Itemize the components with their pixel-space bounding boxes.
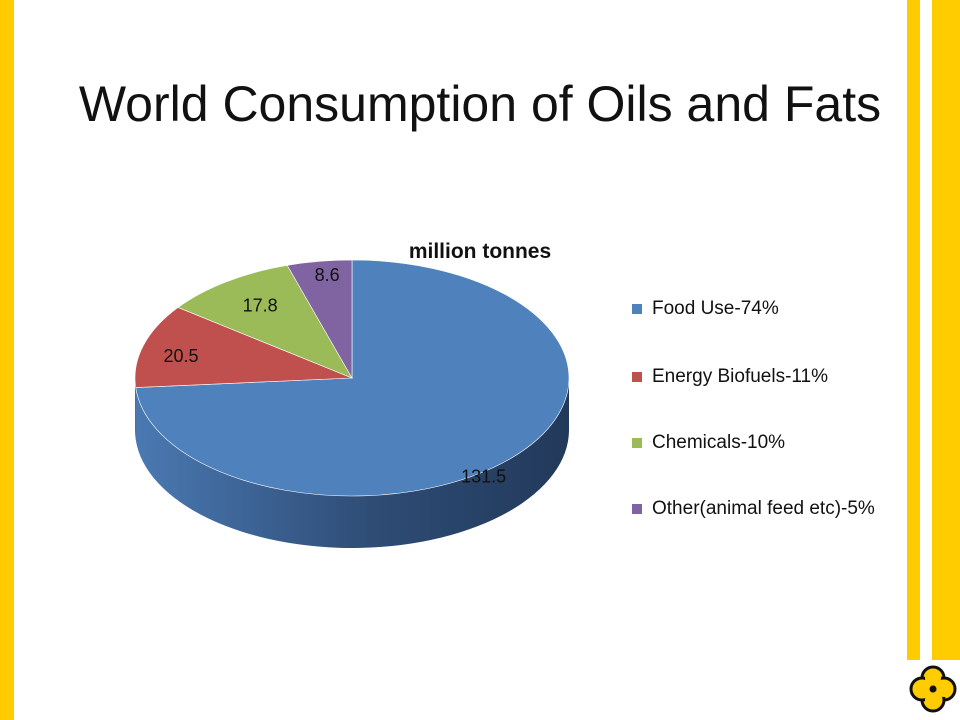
pie-slice-other-animal-feed-etc-5	[286, 259, 353, 380]
legend-swatch	[632, 438, 642, 448]
legend-label: Energy Biofuels-11%	[652, 366, 829, 387]
data-label-chemicals-10: 17.8	[243, 296, 278, 316]
legend-label: Other(animal feed etc)-5%	[652, 498, 875, 519]
legend-swatch	[632, 372, 642, 382]
pie-slice-energy-biofuels-11	[134, 307, 353, 388]
data-label-other-animal-feed-etc-5: 8.6	[315, 265, 340, 285]
pie-side-energy-biofuels-11	[135, 378, 136, 440]
legend-item-food-use-74: Food Use-74%	[632, 296, 892, 321]
legend-item-energy-biofuels-11: Energy Biofuels-11%	[632, 364, 892, 389]
pie-slice-chemicals-10	[177, 265, 353, 379]
chart-subtitle: million tonnes	[408, 240, 552, 263]
accent-bar-right-inner	[932, 0, 960, 660]
pie-slice-food-use-74	[135, 259, 570, 497]
quatrefoil-logo-icon	[909, 665, 957, 713]
legend-swatch	[632, 304, 642, 314]
data-label-energy-biofuels-11: 20.5	[163, 346, 198, 366]
accent-bar-right-outer	[907, 0, 920, 660]
legend-label: Chemicals-10%	[652, 432, 786, 453]
legend-item-other-animal-feed-etc-5: Other(animal feed etc)-5%	[632, 496, 892, 521]
legend-item-chemicals-10: Chemicals-10%	[632, 430, 892, 455]
data-label-food-use-74: 131.5	[461, 467, 506, 487]
pie-side-food-use-74	[135, 378, 570, 549]
legend-swatch	[632, 504, 642, 514]
accent-bar-left	[0, 0, 14, 720]
slide-title: World Consumption of Oils and Fats	[78, 76, 882, 132]
legend-label: Food Use-74%	[652, 298, 779, 319]
